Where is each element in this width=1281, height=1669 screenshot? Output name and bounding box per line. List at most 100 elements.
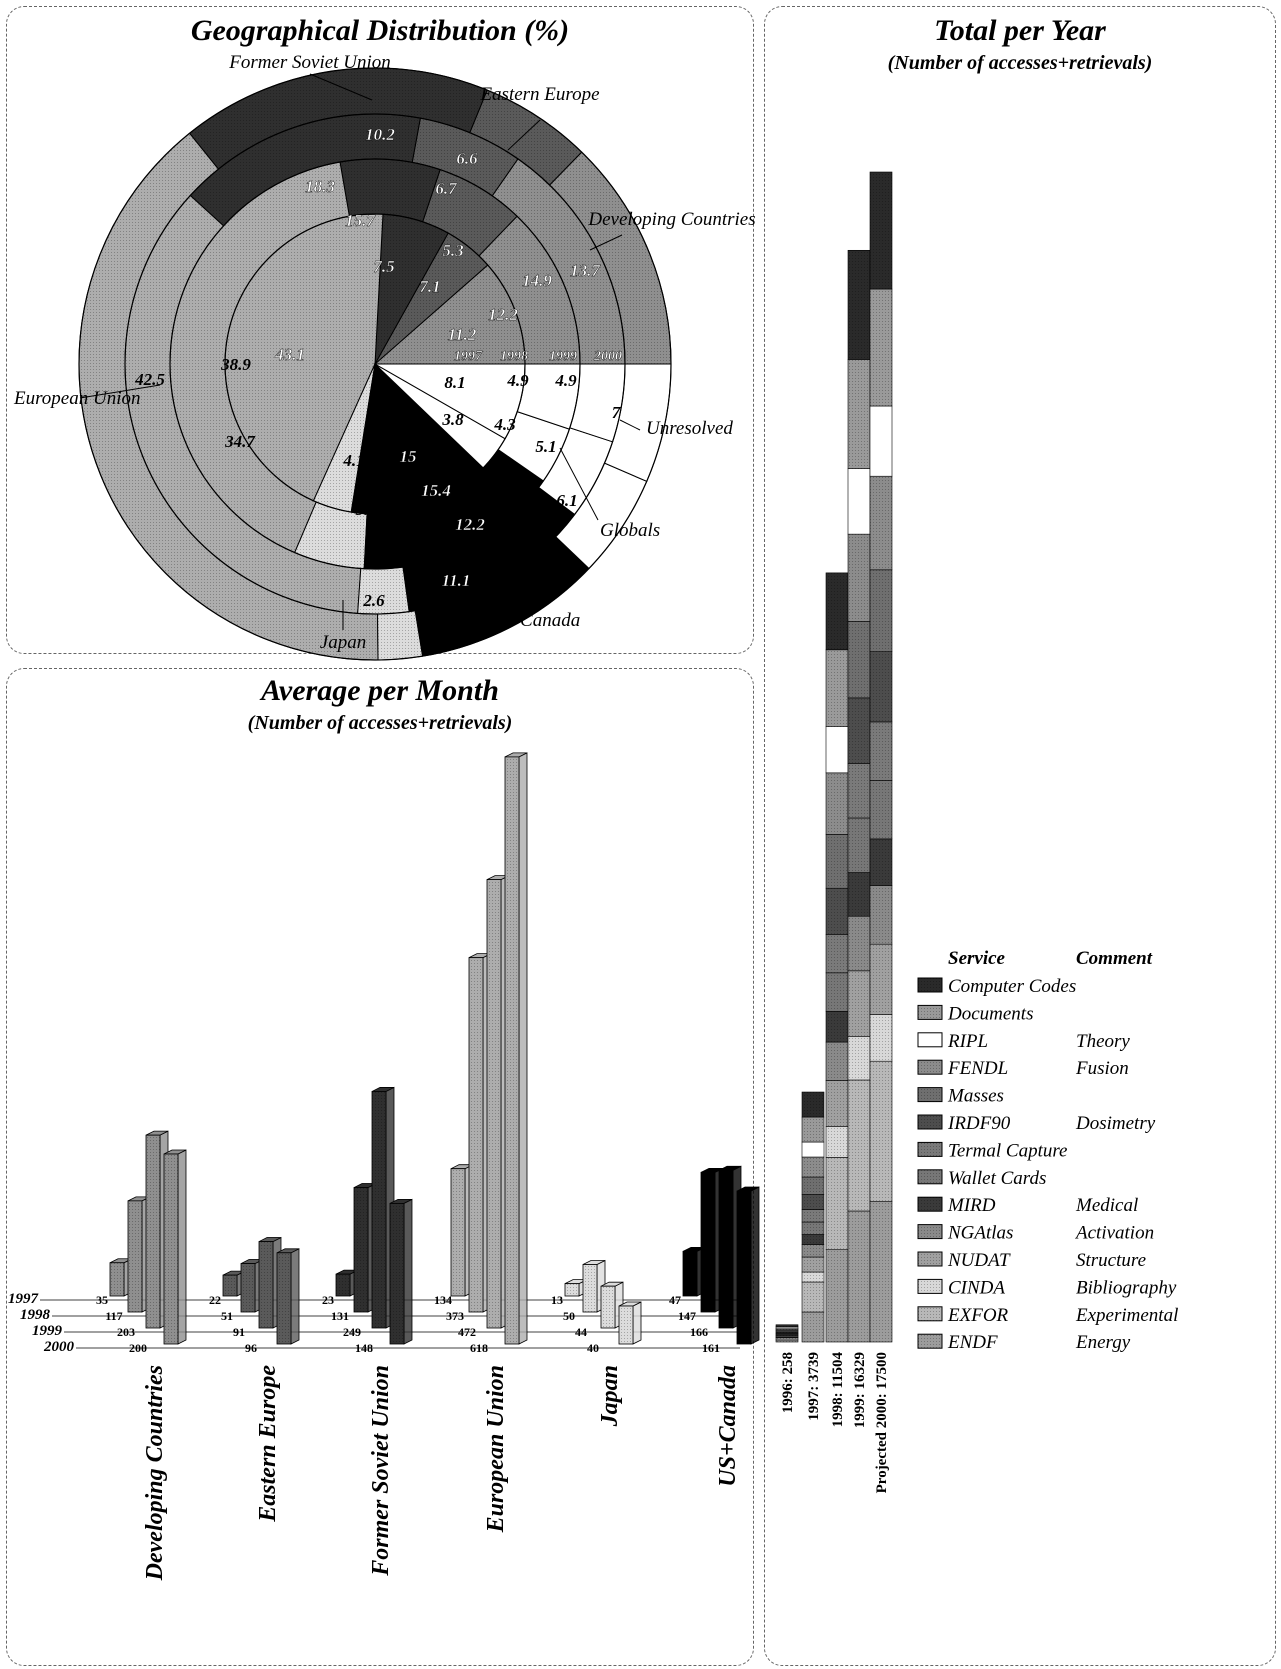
bar-5-0-front [682, 1250, 698, 1297]
value-4-2: 44 [575, 1325, 587, 1339]
bar-3-2-texture [487, 879, 501, 1328]
bar-5-1-front [700, 1171, 716, 1313]
stack-2-4-texture [826, 1042, 848, 1081]
year-total-label-1: 1997: 3739 [806, 1352, 822, 1421]
legend-service: CINDA [948, 1277, 1005, 1298]
stack-1-12-texture [802, 1117, 824, 1143]
legend-service: Computer Codes [948, 976, 1076, 997]
stack-3-9-texture [848, 621, 870, 698]
val-us-1997: 15 [400, 447, 418, 466]
monthly-subtitle: (Number of accesses+retrievals) [247, 712, 513, 734]
value-3-2: 472 [458, 1325, 476, 1339]
value-4-1: 50 [563, 1309, 575, 1323]
ring-outline-2000 [78, 67, 672, 661]
category-label-3: European Union [483, 1365, 509, 1533]
value-4-3: 40 [587, 1341, 599, 1355]
monthly-title: Average per Month [261, 674, 499, 707]
stack-3-6-texture [848, 817, 870, 873]
legend-swatch-texture [918, 1142, 942, 1157]
val-un-1999: 4.9 [554, 371, 577, 390]
bar-2-3-side [403, 1198, 413, 1345]
stack-2-12-texture [826, 649, 848, 727]
ring-outline-1999 [124, 113, 626, 615]
pie-labels: Former Soviet Union Eastern Europe Devel… [13, 52, 756, 653]
total-subtitle: (Number of accesses+retrievals) [887, 52, 1153, 74]
legend-swatch-texture [918, 1060, 942, 1075]
val-us-1999: 12.2 [455, 515, 485, 534]
stack-1-6-texture [802, 1222, 824, 1235]
stack-0-0-texture [776, 1339, 798, 1342]
stack-3-8-texture [848, 697, 870, 764]
val-eu-2000: 42.5 [134, 370, 165, 389]
legend-service: RIPL [947, 1031, 988, 1052]
stack-3-4-texture [848, 916, 870, 971]
label-eu: European Union [13, 388, 140, 409]
value-0-3: 200 [129, 1341, 147, 1355]
val-fsu-1999: 15.7 [345, 211, 376, 230]
value-3-3: 618 [470, 1341, 488, 1355]
value-0-1: 117 [105, 1309, 122, 1323]
stack-0-6-texture [776, 1333, 798, 1335]
stack-2-11 [825, 726, 849, 774]
legend-service: EXFOR [947, 1305, 1009, 1326]
val-ee-1998: 6.7 [435, 179, 458, 198]
value-1-2: 91 [233, 1325, 245, 1339]
val-fsu-1997: 7.1 [419, 277, 440, 296]
legend-comment: Medical [1075, 1195, 1138, 1216]
legend-header-comment: Comment [1076, 948, 1153, 969]
leader-line [459, 589, 483, 613]
legend-swatch [917, 1032, 943, 1048]
ring-year-1999: 1999 [549, 349, 577, 364]
stack-3-1-texture [848, 1079, 870, 1211]
val-dev-1998: 12.2 [488, 305, 518, 324]
legend-service: Masses [947, 1086, 1004, 1107]
legend-service: Termal Capture [948, 1140, 1067, 1161]
legend-comment: Dosimetry [1075, 1113, 1156, 1134]
legend-service: Documents [947, 1003, 1033, 1024]
legend-header-service: Service [948, 948, 1006, 969]
val-jp-1997: 4.1 [342, 451, 364, 470]
label-eastern: Eastern Europe [479, 84, 599, 105]
stack-0-3-texture [776, 1336, 798, 1338]
legend-comment: Theory [1076, 1031, 1130, 1052]
val-eu-1998: 38.9 [220, 355, 251, 374]
leader-line [559, 447, 599, 521]
ring-1997-fsu-slice-texture [375, 214, 449, 364]
legend-swatch-texture [918, 1087, 942, 1102]
stack-3-7-texture [848, 763, 870, 818]
ring-year-1997: 1997 [454, 349, 483, 364]
pie-chart: 1997 1998 1999 200011.212.214.913.75.36.76.… [78, 67, 672, 661]
total-panel [764, 6, 1276, 1666]
stack-4-6-texture [870, 780, 892, 839]
stack-4-4-texture [870, 885, 892, 945]
stack-4-12-texture [870, 289, 892, 406]
stack-4-10-texture [870, 476, 892, 570]
bar-1-0-texture [223, 1275, 237, 1296]
value-1-0: 22 [209, 1293, 221, 1307]
stack-2-6-texture [826, 972, 848, 1012]
stack-4-0-texture [870, 1201, 892, 1342]
stack-2-3-texture [826, 1080, 848, 1127]
row-year-2000: 2000 [43, 1339, 75, 1355]
category-label-0: Developing Countries [142, 1365, 168, 1581]
val-gl-2000: 6.1 [556, 491, 577, 510]
val-fsu-1998: 7.5 [373, 257, 395, 276]
year-total-label-3: 1999: 16329 [852, 1352, 868, 1428]
legend-swatch-texture [918, 1306, 942, 1321]
stack-4-11 [869, 405, 893, 477]
bar-4-2-texture [601, 1286, 615, 1328]
ring-outline-1998 [169, 158, 581, 570]
legend-comment: Bibliography [1076, 1277, 1177, 1298]
stack-3-3-texture [848, 970, 870, 1037]
value-1-1: 51 [221, 1309, 233, 1323]
stack-1-4-texture [802, 1244, 824, 1258]
stack-2-1-texture [826, 1157, 848, 1250]
category-label-1: Eastern Europe [255, 1365, 281, 1523]
leader-line [309, 73, 373, 101]
label-us: US+Canada [484, 610, 580, 631]
value-5-1: 147 [678, 1309, 696, 1323]
val-dev-1999: 14.9 [522, 271, 552, 290]
bar-2-0-texture [336, 1274, 350, 1296]
legend-service: NGAtlas [947, 1223, 1013, 1244]
